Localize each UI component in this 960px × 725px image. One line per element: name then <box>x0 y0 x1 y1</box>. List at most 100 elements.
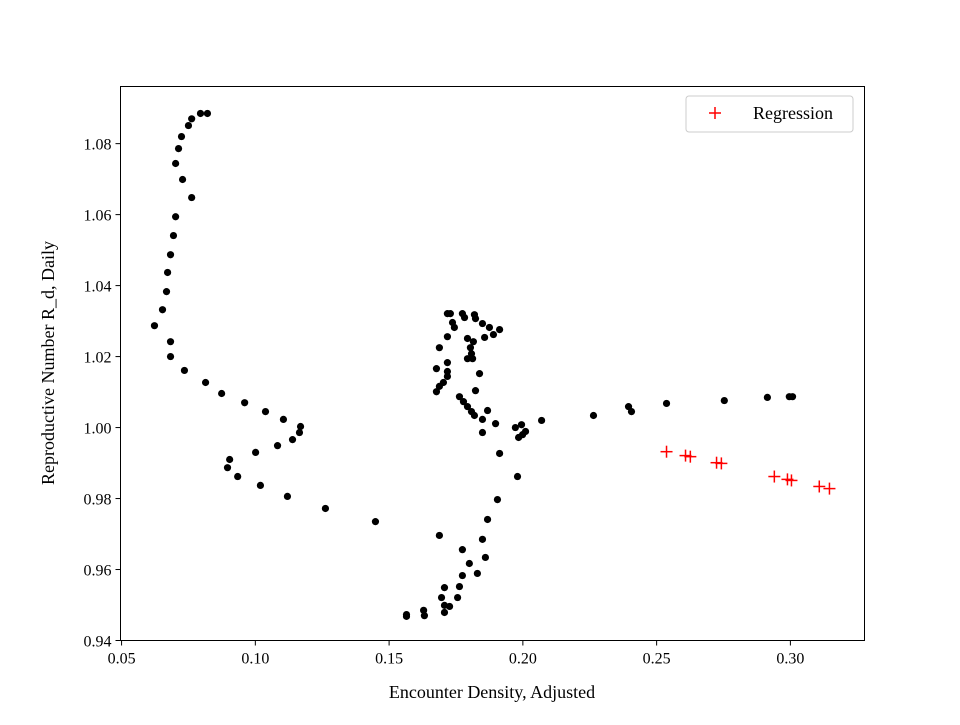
regression-point <box>823 482 836 495</box>
data-point <box>188 115 196 123</box>
data-point <box>184 121 193 130</box>
data-point <box>283 492 292 501</box>
data-point <box>172 159 180 168</box>
data-point <box>273 442 282 450</box>
data-point <box>443 359 452 367</box>
data-point <box>495 326 504 334</box>
data-point <box>495 449 504 458</box>
data-point <box>261 407 270 416</box>
data-point <box>463 403 472 411</box>
data-point <box>435 531 443 540</box>
data-point <box>371 518 380 526</box>
y-tick-label: 1.06 <box>84 208 112 225</box>
data-point <box>468 355 477 363</box>
data-point <box>218 389 226 398</box>
plot-frame <box>120 86 865 641</box>
data-point <box>443 333 452 341</box>
data-point <box>514 433 523 442</box>
legend-regression-label: Regression <box>753 103 833 123</box>
data-point <box>172 213 180 221</box>
data-point <box>201 378 210 387</box>
data-point <box>203 109 212 118</box>
data-point <box>440 608 449 617</box>
y-tick-label: 0.98 <box>84 492 112 509</box>
data-point <box>420 606 428 614</box>
y-tick-label: 0.96 <box>84 563 112 580</box>
x-axis: 0.05 0.10 0.15 0.20 0.25 0.30 <box>108 640 804 668</box>
data-point <box>162 288 171 296</box>
data-point <box>511 423 519 432</box>
data-point <box>459 398 468 406</box>
data-point <box>463 355 472 363</box>
data-point <box>446 310 454 318</box>
data-point <box>279 415 288 423</box>
data-point <box>252 448 260 457</box>
regression-point <box>715 457 728 470</box>
data-point <box>589 411 598 420</box>
data-point <box>466 344 475 352</box>
regression-point <box>785 474 798 487</box>
data-point <box>470 411 479 420</box>
data-point <box>485 323 494 332</box>
x-tick-label: 0.20 <box>509 651 537 668</box>
y-tick-label: 1.02 <box>84 350 112 367</box>
regression-point <box>768 470 781 483</box>
data-point <box>241 399 249 407</box>
data-point <box>455 582 464 591</box>
plot-marks <box>150 109 836 620</box>
data-point <box>178 175 187 184</box>
data-point <box>402 612 411 620</box>
data-point <box>256 481 265 490</box>
legend-regression-marker <box>709 107 721 119</box>
data-point <box>493 496 502 504</box>
y-tick-label: 1.00 <box>84 421 112 438</box>
data-point <box>513 472 522 481</box>
data-point <box>432 365 441 373</box>
data-point <box>234 472 242 481</box>
data-point <box>440 584 449 592</box>
data-point <box>481 333 489 342</box>
data-point <box>458 546 467 554</box>
data-point <box>166 338 175 346</box>
x-tick-label: 0.15 <box>375 651 403 668</box>
data-point <box>321 504 330 513</box>
data-point <box>188 193 196 202</box>
x-axis-label: Encounter Density, Adjusted <box>389 682 595 702</box>
data-point <box>483 515 492 524</box>
data-point <box>489 330 498 339</box>
data-point <box>158 306 167 314</box>
data-point <box>478 535 487 543</box>
data-point <box>420 612 429 620</box>
data-point <box>458 571 467 580</box>
data-point <box>226 455 234 464</box>
data-point <box>163 268 172 277</box>
x-tick-label: 0.30 <box>776 651 804 668</box>
regression-point <box>660 445 673 458</box>
regression-point <box>813 480 826 493</box>
data-point <box>537 416 546 425</box>
legend: Regression <box>685 95 854 133</box>
data-point <box>662 399 671 408</box>
data-point <box>296 422 305 431</box>
data-point <box>150 322 159 330</box>
data-point <box>443 372 452 381</box>
data-point <box>471 315 480 323</box>
data-point <box>437 593 446 602</box>
x-tick-label: 0.10 <box>241 651 269 668</box>
data-point <box>445 602 454 611</box>
data-point <box>483 406 492 415</box>
data-point <box>443 367 452 376</box>
data-point <box>491 420 500 428</box>
data-point <box>460 313 469 322</box>
data-point <box>169 231 178 240</box>
data-point <box>720 396 728 405</box>
data-point <box>481 553 490 562</box>
data-point <box>174 145 183 153</box>
y-tick-label: 0.94 <box>84 634 112 651</box>
y-tick-label: 1.04 <box>84 279 112 296</box>
data-point <box>469 338 477 346</box>
data-point <box>223 464 232 472</box>
data-point <box>450 323 458 332</box>
data-point <box>435 382 443 390</box>
data-point <box>517 421 526 429</box>
